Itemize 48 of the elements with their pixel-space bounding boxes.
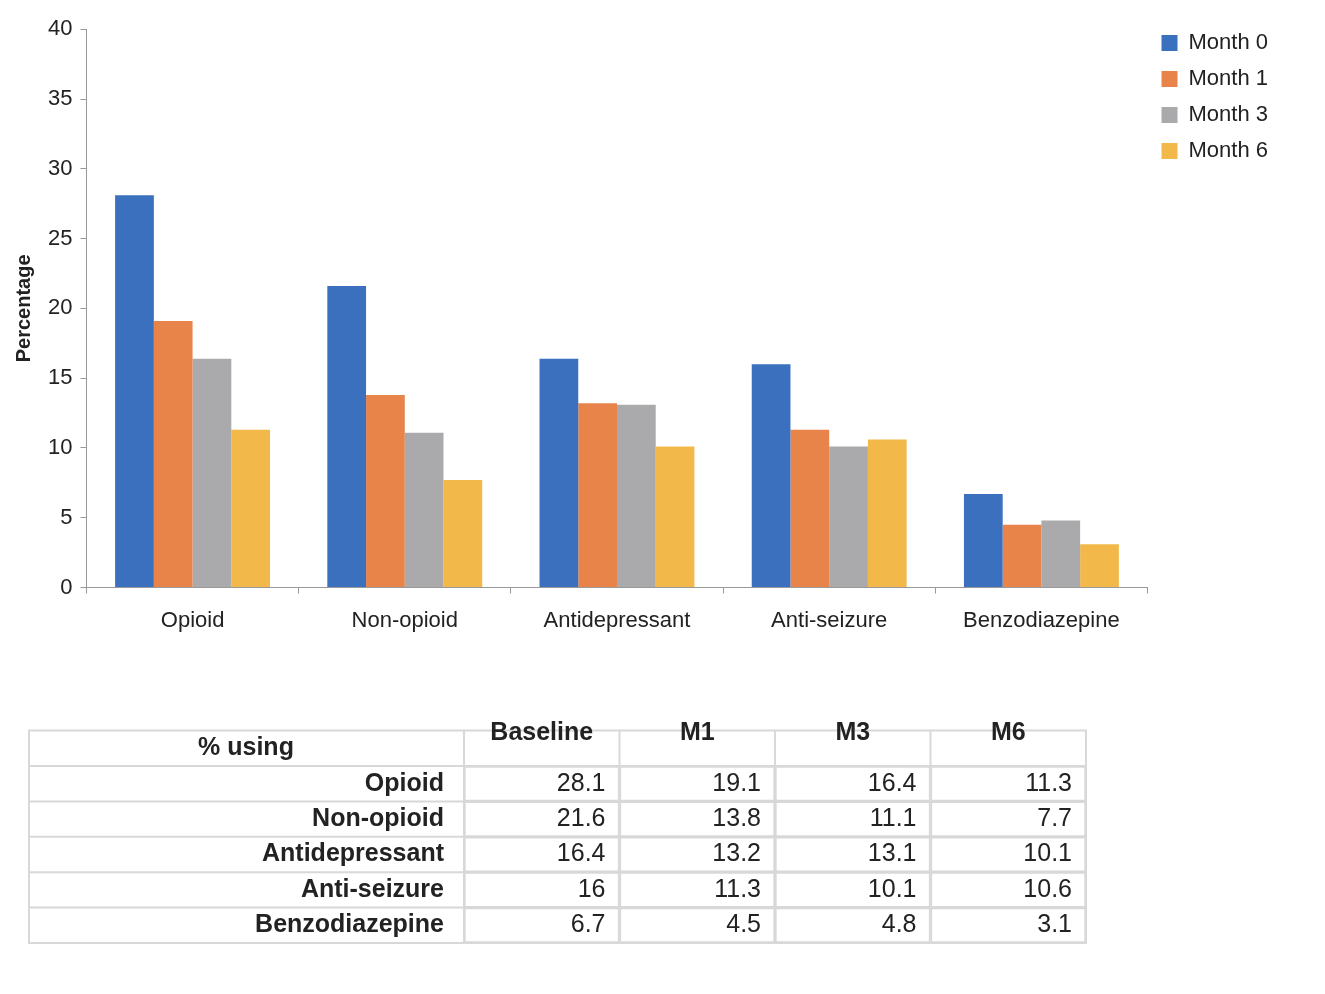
data-label: 4.5 [726,909,761,938]
y-tick-label: 10 [47,434,73,460]
data-label: 10.1 [867,873,917,902]
y-tick-label: 40 [47,15,73,41]
legend-label: Month 0 [1188,29,1269,55]
x-tick-label: Baseline [490,716,594,745]
x-tick-label: M6 [990,716,1026,745]
data-label: 13.1 [867,838,917,867]
data-label: 16.4 [867,767,917,796]
data-label: 19.1 [712,767,761,796]
legend-label: Month 6 [1188,137,1269,163]
data-label: 4.8 [881,909,917,938]
data-label: 13.2 [712,838,761,867]
data-label: 16.4 [556,838,606,867]
y-tick-label: 15 [47,364,73,390]
y-tick-label: 0 [60,573,73,599]
data-label: 10.6 [1023,873,1072,902]
y-tick-label: 5 [60,503,73,529]
data-label: 11.3 [1025,767,1072,796]
text: % using [198,732,294,761]
data-label: 28.1 [556,767,606,796]
x-tick-label: Anti-seizure [771,606,888,632]
data-label: 3.1 [1037,909,1072,938]
y-axis-title: Percentage [11,254,34,363]
x-tick-label: M3 [835,716,871,745]
y-tick-label: Benzodiazepine [255,909,445,938]
x-tick-label: M1 [679,716,715,745]
x-tick-label: Opioid [160,606,225,632]
data-label: 6.7 [570,909,606,938]
x-tick-label: Benzodiazepine [963,606,1120,632]
data-label: 21.6 [556,802,606,831]
y-tick-label: Anti-seizure [300,873,445,902]
data-label: 16 [577,873,606,902]
data-label: 7.7 [1037,802,1072,831]
y-tick-label: 30 [47,154,73,180]
data-label: 11.3 [714,873,761,902]
y-tick-label: Antidepressant [262,838,445,867]
y-tick-label: 25 [47,224,73,250]
legend-label: Month 1 [1188,65,1269,91]
data-label: 11.1 [869,802,917,831]
y-tick-label: Opioid [364,767,444,796]
data-label: 10.1 [1023,838,1072,867]
y-tick-label: Non-opioid [312,802,444,831]
legend-label: Month 3 [1188,101,1269,127]
x-tick-label: Antidepressant [543,606,691,632]
y-tick-label: 20 [47,294,73,320]
y-tick-label: 35 [47,85,73,111]
data-label: 13.8 [712,802,761,831]
